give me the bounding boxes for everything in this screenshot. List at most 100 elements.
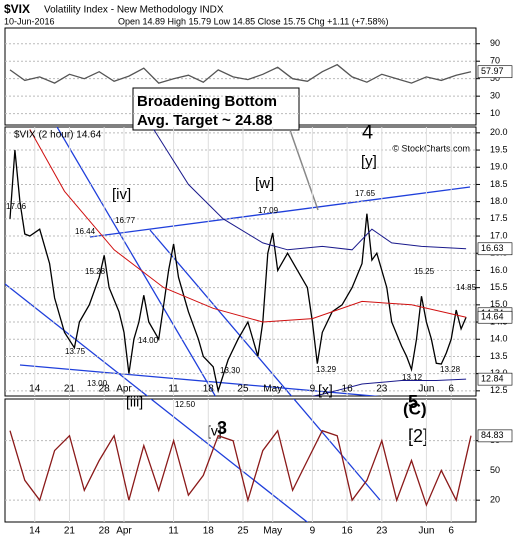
annotation: Broadening Bottom: [137, 93, 277, 110]
annotation: 13.30: [220, 366, 241, 375]
y-tick-label: 30: [490, 91, 500, 101]
last-value-box: [477, 310, 513, 324]
trendline: [89, 186, 471, 238]
annotation: 15.25: [414, 267, 435, 276]
last-value-label: 16.63: [481, 243, 504, 253]
annotation: [iv]: [112, 186, 131, 203]
x-tick-label: 16: [342, 526, 354, 537]
last-value-label: 57.97: [481, 66, 504, 76]
series-line: [9, 63, 472, 84]
y-tick-label: 19.0: [490, 162, 508, 172]
last-value-label: 84.83: [481, 430, 504, 440]
callout-pointer: [289, 129, 319, 211]
trendline: [56, 127, 217, 396]
y-tick-label: 10: [490, 108, 500, 118]
series-line: [29, 129, 467, 323]
date: 10-Jun-2016: [4, 16, 55, 26]
y-tick-label: 15.0: [490, 299, 508, 309]
annotation: 13.29: [316, 365, 337, 374]
series-line: [9, 149, 467, 394]
trendline: [5, 283, 149, 396]
annotation: [v]: [207, 423, 222, 439]
x-tick-label: 28: [99, 526, 111, 537]
x-tick-label: 18: [203, 526, 215, 537]
y-tick-label: 70: [490, 56, 500, 66]
y-tick-label: 18.5: [490, 179, 508, 189]
y-tick-label: 18.0: [490, 196, 508, 206]
x-tick-label: 25: [237, 526, 249, 537]
annotation: 4: [362, 121, 373, 143]
x-tick-label: May: [263, 384, 282, 395]
annotation: [x]: [318, 382, 333, 398]
series-line: [9, 429, 472, 507]
quote: Open 14.89 High 15.79 Low 14.85 Close 15…: [118, 16, 389, 26]
trendline: [19, 364, 381, 396]
x-tick-label: 23: [376, 384, 388, 395]
annotation: 13.12: [402, 373, 423, 382]
annotation: 14.85: [456, 283, 477, 292]
y-tick-label: 19.5: [490, 144, 508, 154]
y-tick-label: 20.0: [490, 127, 508, 137]
y-tick-label: 20: [490, 495, 500, 505]
x-tick-label: 14: [29, 526, 41, 537]
plot-area: [5, 399, 476, 522]
trendline: [149, 229, 293, 396]
plot-area: [5, 43, 476, 115]
x-tick-label: Apr: [116, 526, 132, 537]
x-tick-label: 6: [448, 526, 454, 537]
x-tick-label: 11: [168, 384, 179, 395]
y-tick-label: 50: [490, 73, 500, 83]
last-value-box: [477, 429, 513, 443]
x-tick-label: 9: [310, 384, 316, 395]
x-tick-label: 28: [99, 384, 111, 395]
annotation: [w]: [255, 175, 274, 192]
plot-area: [5, 127, 476, 396]
annotation: [2]: [408, 426, 428, 446]
x-tick-label: 16: [342, 384, 354, 395]
x-tick-label: 18: [203, 384, 215, 395]
annotation: 5: [408, 392, 418, 412]
x-tick-label: 9: [310, 526, 316, 537]
y-tick-label: 13.5: [490, 351, 508, 361]
annotation: 13.28: [440, 365, 461, 374]
x-tick-label: 21: [64, 384, 76, 395]
x-tick-label: 23: [376, 526, 388, 537]
annotation: 14.00: [138, 336, 159, 345]
y-tick-label: 16.0: [490, 265, 508, 275]
x-tick-label: 25: [237, 384, 249, 395]
x-tick-label: 6: [448, 384, 454, 395]
annotation: [iii]: [126, 394, 143, 410]
annotation: 3: [217, 418, 227, 438]
y-tick-label: 17.5: [490, 213, 508, 223]
x-tick-label: 14: [29, 384, 41, 395]
last-value-label: 14.64: [481, 312, 504, 322]
last-value-box: [477, 65, 513, 79]
y-tick-label: 50: [490, 465, 500, 475]
callout-box: [132, 87, 300, 131]
panel-frame: [4, 398, 477, 523]
trendline: [149, 399, 309, 522]
y-tick-label: 90: [490, 38, 500, 48]
annotation: 17.09: [258, 206, 279, 215]
symbol: $VIX: [4, 2, 30, 16]
annotation: 13.75: [65, 347, 86, 356]
index-name: Volatility Index - New Methodology INDX: [44, 5, 224, 16]
series-line: [153, 129, 467, 251]
x-tick-label: May: [263, 526, 282, 537]
x-tick-label: Jun: [418, 526, 434, 537]
series-line: [311, 378, 467, 396]
y-tick-label: 12.5: [490, 385, 508, 395]
annotation: [y]: [361, 153, 377, 170]
x-tick-label: Jun: [418, 384, 434, 395]
y-tick-label: 15.5: [490, 282, 508, 292]
last-value-label: 12.84: [481, 374, 504, 384]
annotation: (C): [403, 399, 427, 418]
annotation: 12.50: [175, 400, 196, 409]
annotation: Avg. Target ~ 24.88: [137, 112, 272, 129]
annotation: 16.44: [75, 227, 96, 236]
credit: © StockCharts.com: [392, 143, 470, 153]
annotation: 15.28: [85, 267, 106, 276]
x-tick-label: 21: [64, 526, 76, 537]
y-tick-label: 17.0: [490, 230, 508, 240]
